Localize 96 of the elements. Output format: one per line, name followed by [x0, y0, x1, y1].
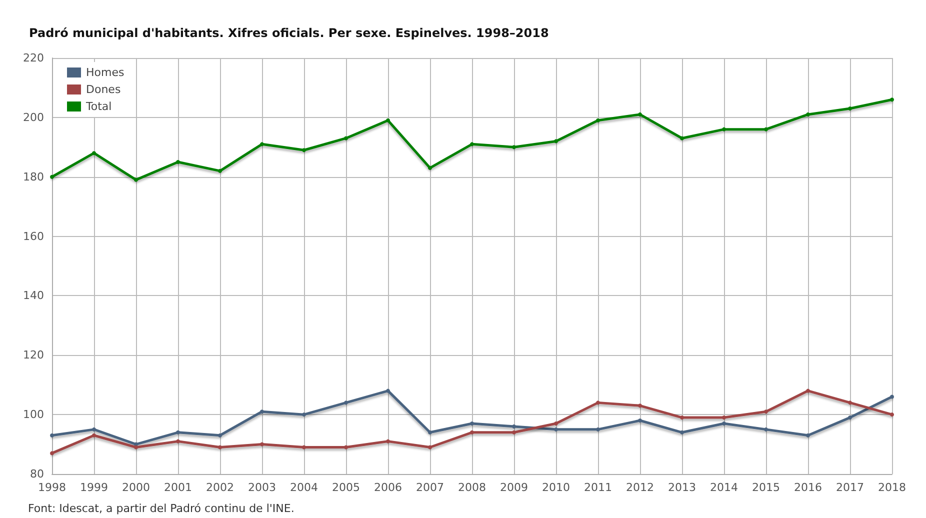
legend-label: Dones [86, 83, 121, 96]
point [596, 427, 600, 432]
point [848, 416, 852, 420]
x-tick-label: 2016 [794, 481, 822, 494]
point [890, 98, 894, 102]
point [344, 445, 348, 450]
x-tick-label: 2003 [248, 481, 276, 494]
point [218, 445, 222, 450]
legend-label: Homes [86, 66, 124, 79]
point [302, 148, 306, 152]
chart-title: Padró municipal d'habitants. Xifres oficials. Per sexe. Espinelves. 1998–2018 [29, 26, 549, 40]
x-tick-label: 2006 [374, 481, 402, 494]
point [806, 388, 810, 393]
point [764, 427, 768, 432]
y-tick-label: 140 [23, 289, 44, 302]
point [512, 145, 516, 150]
point [260, 142, 264, 146]
point [92, 151, 96, 156]
point [428, 430, 432, 434]
point [722, 127, 726, 132]
x-tick-label: 2002 [206, 481, 234, 494]
point [890, 394, 894, 399]
point [176, 160, 180, 164]
point [50, 451, 54, 456]
point [680, 430, 684, 434]
point [554, 421, 558, 426]
x-tick-label: 2000 [122, 481, 150, 494]
point [92, 427, 96, 432]
point [386, 118, 390, 122]
point [512, 424, 516, 428]
point [638, 404, 642, 408]
point [806, 112, 810, 116]
point [890, 412, 894, 417]
point [50, 433, 54, 438]
x-tick-label: 2005 [332, 481, 360, 494]
point [92, 433, 96, 438]
point [218, 433, 222, 438]
legend-label: Total [85, 100, 112, 113]
point [806, 433, 810, 438]
point [764, 410, 768, 414]
point [428, 445, 432, 450]
point [302, 412, 306, 417]
y-tick-label: 120 [23, 348, 44, 362]
point [596, 118, 600, 122]
x-tick-label: 2012 [626, 481, 654, 494]
x-tick-label: 2015 [752, 481, 780, 494]
y-tick-label: 220 [23, 52, 44, 64]
x-tick-label: 2004 [290, 481, 318, 494]
x-tick-label: 2008 [458, 481, 486, 494]
y-tick-label: 160 [23, 230, 44, 243]
x-tick-label: 2007 [416, 481, 444, 494]
point [176, 430, 180, 434]
x-tick-label: 1998 [38, 481, 66, 494]
x-tick-label: 2013 [668, 481, 696, 494]
point [764, 127, 768, 132]
point [680, 416, 684, 420]
point [638, 112, 642, 116]
point [134, 178, 138, 182]
x-tick-label: 2001 [164, 481, 192, 494]
point [50, 174, 54, 179]
point [386, 439, 390, 444]
point [470, 421, 474, 426]
point [428, 166, 432, 170]
point [344, 136, 348, 140]
point [344, 400, 348, 405]
point [470, 430, 474, 434]
x-tick-label: 2018 [878, 481, 906, 494]
point [722, 421, 726, 426]
point [638, 418, 642, 423]
point [218, 168, 222, 173]
point [134, 445, 138, 450]
point [848, 400, 852, 405]
text: Font: Idescat, a partir del Padró continu de l'INE. [28, 502, 294, 515]
point [554, 427, 558, 432]
point [722, 416, 726, 420]
point [554, 139, 558, 144]
y-tick-label: 100 [23, 408, 44, 422]
point [680, 136, 684, 140]
x-tick-label: 2011 [584, 481, 612, 494]
point [176, 439, 180, 444]
y-tick-label: 80 [30, 468, 44, 480]
point [470, 142, 474, 146]
x-tick-label: 2014 [710, 481, 738, 494]
x-tick-label: 2010 [542, 481, 570, 494]
point [302, 445, 306, 450]
x-tick-label: 2009 [500, 481, 528, 494]
x-tick-label: 2017 [836, 481, 864, 494]
point [386, 388, 390, 393]
y-tick-label: 180 [23, 170, 44, 184]
point [260, 442, 264, 446]
point [596, 400, 600, 405]
x-tick-label: 1999 [80, 481, 108, 494]
point [260, 410, 264, 414]
y-tick-label: 200 [23, 110, 44, 124]
point [848, 106, 852, 111]
point [512, 430, 516, 434]
